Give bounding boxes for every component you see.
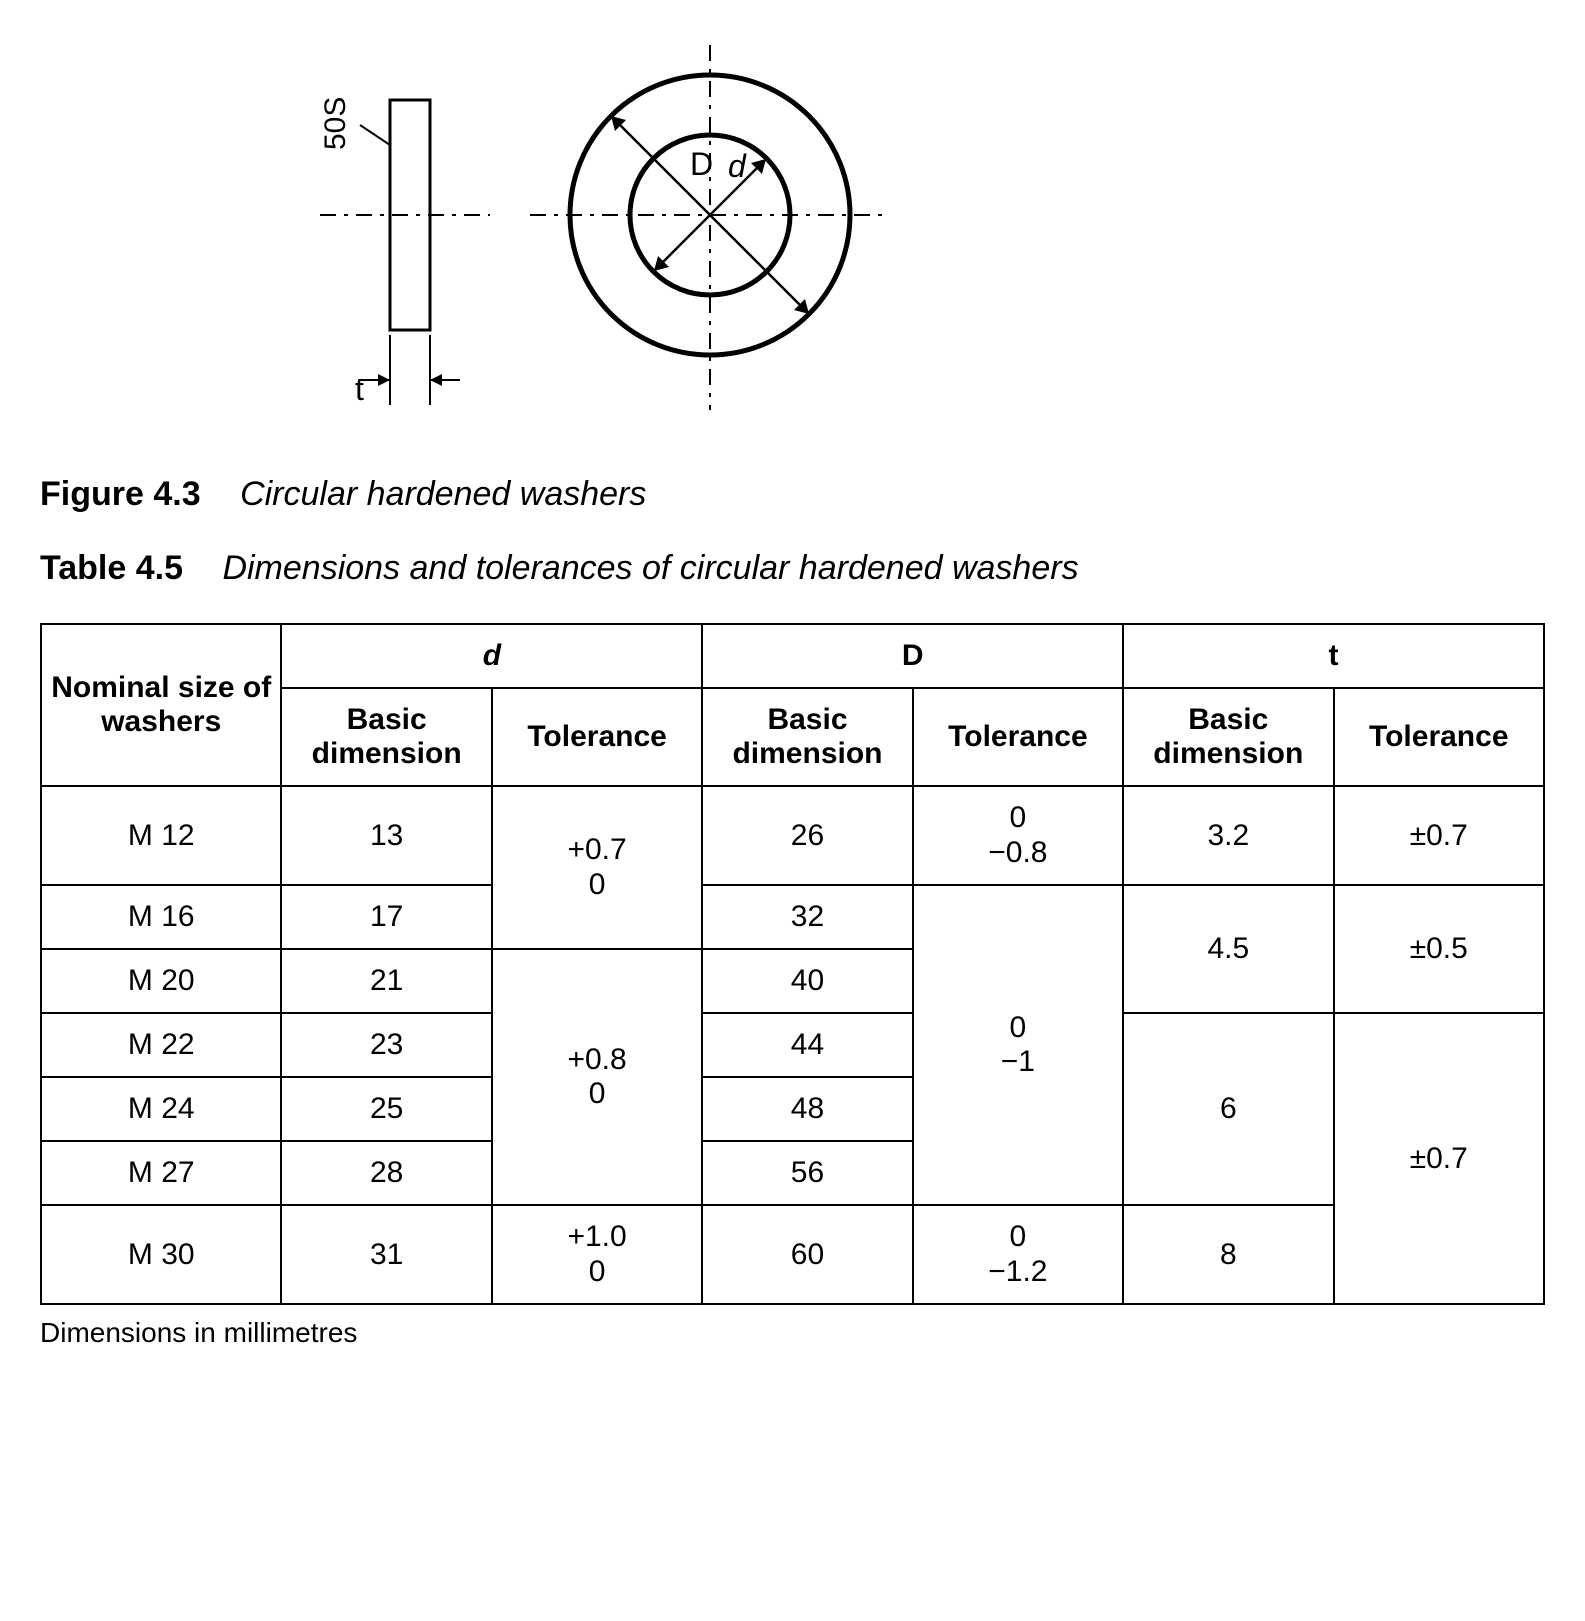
table-row: M 22 23 44 6 ±0.7 <box>41 1013 1544 1077</box>
figure-title: Circular hardened washers <box>240 475 646 513</box>
cell-nominal: M 27 <box>41 1141 281 1205</box>
cell-D: 60 <box>702 1205 912 1304</box>
cell-D: 56 <box>702 1141 912 1205</box>
cell-nominal: M 16 <box>41 885 281 949</box>
cell-D: 48 <box>702 1077 912 1141</box>
hdr-big-d: D <box>702 624 1123 688</box>
cell-t-tol: ±0.7 <box>1334 786 1545 885</box>
hdr-D-tol: Tolerance <box>913 688 1123 786</box>
table-row: M 12 13 +0.7 0 26 0 −0.8 3.2 ±0.7 <box>41 786 1544 885</box>
table-footnote: Dimensions in millimetres <box>40 1317 1545 1349</box>
cell-D: 44 <box>702 1013 912 1077</box>
table-title: Dimensions and tolerances of circular ha… <box>222 549 1078 587</box>
cell-nominal: M 24 <box>41 1077 281 1141</box>
cell-D-tol: 0 −1.2 <box>913 1205 1123 1304</box>
cell-D-tol: 0 −1 <box>913 885 1123 1205</box>
figure-label: Figure 4.3 <box>40 475 201 513</box>
cell-D-tol: 0 −0.8 <box>913 786 1123 885</box>
hdr-d-tol: Tolerance <box>492 688 702 786</box>
cell-d: 31 <box>281 1205 491 1304</box>
washer-svg: 50S t D d <box>260 40 980 440</box>
hdr-nominal: Nominal size of washers <box>41 624 281 786</box>
cell-D: 26 <box>702 786 912 885</box>
cell-d: 25 <box>281 1077 491 1141</box>
cell-t: 6 <box>1123 1013 1333 1205</box>
cell-D: 32 <box>702 885 912 949</box>
cell-nominal: M 12 <box>41 786 281 885</box>
cell-d: 13 <box>281 786 491 885</box>
table-row: M 30 31 +1.0 0 60 0 −1.2 8 <box>41 1205 1544 1304</box>
hdr-d: d <box>281 624 702 688</box>
label-big-d: D <box>690 146 713 182</box>
cell-t-tol: ±0.7 <box>1334 1013 1545 1304</box>
cell-D: 40 <box>702 949 912 1013</box>
label-50s: 50S <box>319 97 352 150</box>
cell-nominal: M 22 <box>41 1013 281 1077</box>
cell-d-tol: +0.7 0 <box>492 786 702 949</box>
dimensions-table: Nominal size of washers d D t Basic dime… <box>40 623 1545 1305</box>
figure-caption: Figure 4.3 Circular hardened washers <box>40 475 1545 514</box>
table-label: Table 4.5 <box>40 549 183 587</box>
cell-d: 28 <box>281 1141 491 1205</box>
cell-d: 23 <box>281 1013 491 1077</box>
cell-d: 21 <box>281 949 491 1013</box>
cell-d-tol: +0.8 0 <box>492 949 702 1205</box>
cell-t-tol: ±0.5 <box>1334 885 1545 1013</box>
table-caption: Table 4.5 Dimensions and tolerances of c… <box>40 549 1545 588</box>
label-small-d: d <box>728 148 747 184</box>
label-t: t <box>355 371 364 407</box>
cell-t: 8 <box>1123 1205 1333 1304</box>
hdr-t-basic: Basic dimension <box>1123 688 1333 786</box>
cell-d: 17 <box>281 885 491 949</box>
hdr-d-basic: Basic dimension <box>281 688 491 786</box>
hdr-D-basic: Basic dimension <box>702 688 912 786</box>
table-row: M 16 17 32 0 −1 4.5 ±0.5 <box>41 885 1544 949</box>
cell-t: 3.2 <box>1123 786 1333 885</box>
cell-t: 4.5 <box>1123 885 1333 1013</box>
cell-d-tol: +1.0 0 <box>492 1205 702 1304</box>
hdr-t: t <box>1123 624 1544 688</box>
cell-nominal: M 20 <box>41 949 281 1013</box>
hdr-t-tol: Tolerance <box>1334 688 1545 786</box>
washer-diagram: 50S t D d <box>40 40 1545 445</box>
cell-nominal: M 30 <box>41 1205 281 1304</box>
